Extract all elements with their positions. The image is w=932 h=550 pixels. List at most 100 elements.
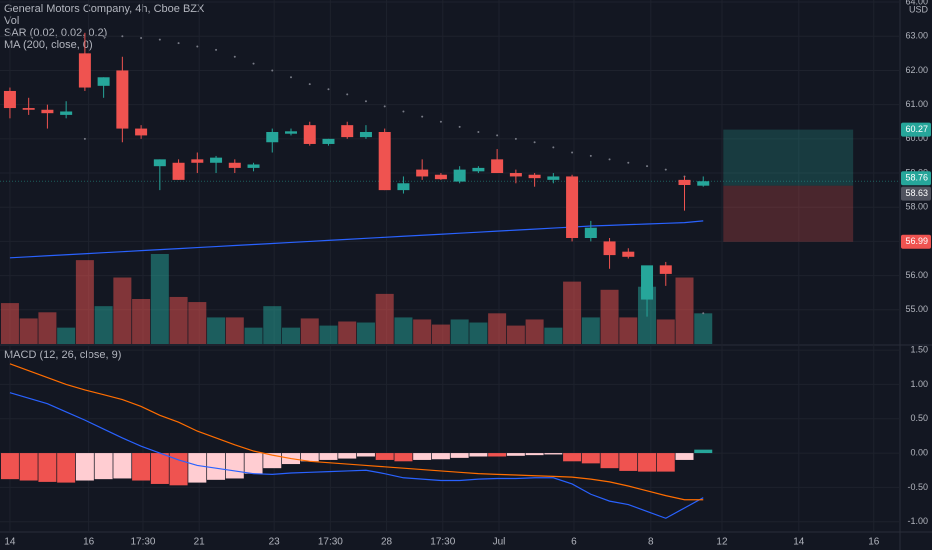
sar-label: SAR (0.02, 0.02, 0.2): [4, 27, 107, 39]
macd-histogram-bar: [300, 453, 319, 462]
sar-dot: [215, 48, 218, 51]
sar-dot: [421, 115, 424, 118]
macd-histogram-bar: [394, 453, 413, 462]
volume-bar: [394, 317, 413, 344]
y-tick-label: -0.50: [907, 482, 928, 492]
x-tick-label: 14: [793, 537, 805, 548]
macd-histogram-bar: [544, 453, 563, 455]
macd-histogram-bar: [263, 453, 282, 469]
candle-body: [135, 128, 148, 136]
volume-bar: [38, 312, 57, 344]
volume-bar: [506, 325, 525, 344]
sar-dot: [121, 35, 124, 38]
macd-label: MACD (12, 26, close, 9): [4, 349, 121, 361]
candle-body: [3, 90, 16, 109]
candle-body: [659, 265, 672, 274]
volume-bar: [469, 322, 488, 344]
volume-bar: [75, 260, 94, 344]
candle-body: [472, 167, 485, 172]
y-tick-label: 0.50: [910, 413, 928, 423]
volume-bar: [675, 277, 694, 344]
y-tick-label: 62.00: [905, 65, 928, 75]
candle-body: [116, 70, 129, 129]
volume-bar: [188, 302, 207, 344]
macd-histogram-bar: [113, 453, 132, 479]
sar-dot: [533, 141, 536, 144]
target-price-label-bg: [901, 122, 931, 137]
candle-body: [622, 251, 635, 257]
candle-body: [378, 131, 391, 191]
macd-histogram-bar: [356, 453, 375, 457]
entry-price-label-bg: [901, 186, 931, 201]
candle-body: [359, 131, 372, 138]
macd-histogram-bar: [0, 453, 19, 480]
macd-histogram-bar: [656, 453, 675, 472]
sar-dot: [439, 120, 442, 123]
volume-bar: [169, 296, 188, 344]
target-price-label: 60.27: [905, 124, 928, 134]
x-tick-label: Jul: [493, 537, 506, 548]
sar-dot: [102, 35, 105, 38]
macd-histogram-bar: [469, 453, 488, 457]
candle-body: [60, 111, 73, 115]
sar-dot: [158, 38, 161, 41]
macd-histogram-bar: [450, 453, 469, 458]
sar-dot: [196, 45, 199, 48]
candle-body: [266, 131, 279, 143]
stop-zone: [723, 185, 854, 242]
sar-dot: [608, 158, 611, 161]
x-tick-label: 17:30: [130, 537, 155, 548]
macd-histogram-bar: [38, 453, 57, 482]
candle-body: [416, 169, 429, 177]
candle-body: [97, 77, 110, 86]
candle-body: [78, 53, 91, 88]
last-price-label-bg: [901, 171, 931, 186]
volume-bar: [19, 318, 38, 344]
macd-histogram-bar: [675, 453, 694, 460]
y-tick-label: 63.00: [905, 31, 928, 41]
stop-price-label: 56.99: [905, 236, 928, 246]
y-tick-label: 64.00: [905, 0, 928, 6]
volume-bar: [244, 327, 263, 344]
candle-body: [228, 162, 241, 168]
candle-body: [547, 176, 560, 180]
volume-bar: [694, 313, 713, 344]
candle-body: [397, 183, 410, 191]
candle-body: [641, 265, 654, 300]
macd-histogram-bar: [319, 453, 338, 460]
macd-histogram-bar: [619, 453, 638, 471]
macd-histogram-bar: [225, 453, 244, 479]
ma-line: [9, 220, 704, 259]
y-tick-label: 56.00: [905, 270, 928, 280]
y-tick-label: 60.00: [905, 133, 928, 143]
y-tick-label: -1.00: [907, 516, 928, 526]
entry-price-label: 58.63: [905, 188, 928, 198]
candle-body: [678, 179, 691, 185]
x-tick-label: 16: [83, 537, 95, 548]
sar-dot: [83, 137, 86, 140]
x-tick-label: 16: [868, 537, 880, 548]
target-zone: [723, 129, 854, 186]
volume-bar: [656, 319, 675, 344]
macd-histogram-bar: [413, 453, 432, 460]
candle-body: [528, 174, 541, 179]
macd-histogram-bar: [57, 453, 76, 483]
volume-bar: [300, 318, 319, 344]
volume-bar: [431, 324, 450, 344]
x-tick-label: 17:30: [430, 537, 455, 548]
macd-histogram-bar: [132, 453, 151, 481]
sar-dot: [571, 151, 574, 154]
signal-line: [9, 363, 704, 501]
volume-bar: [581, 317, 600, 344]
sar-dot: [140, 36, 143, 39]
candle-body: [584, 227, 597, 238]
y-tick-label: 61.00: [905, 99, 928, 109]
sar-dot: [514, 137, 517, 140]
candle-body: [285, 131, 298, 134]
sar-dot: [646, 165, 649, 168]
sar-dot: [290, 76, 293, 79]
macd-histogram-bar: [506, 453, 525, 456]
volume-bar: [600, 289, 619, 344]
macd-histogram-bar: [581, 453, 600, 464]
candle-body: [322, 138, 335, 144]
